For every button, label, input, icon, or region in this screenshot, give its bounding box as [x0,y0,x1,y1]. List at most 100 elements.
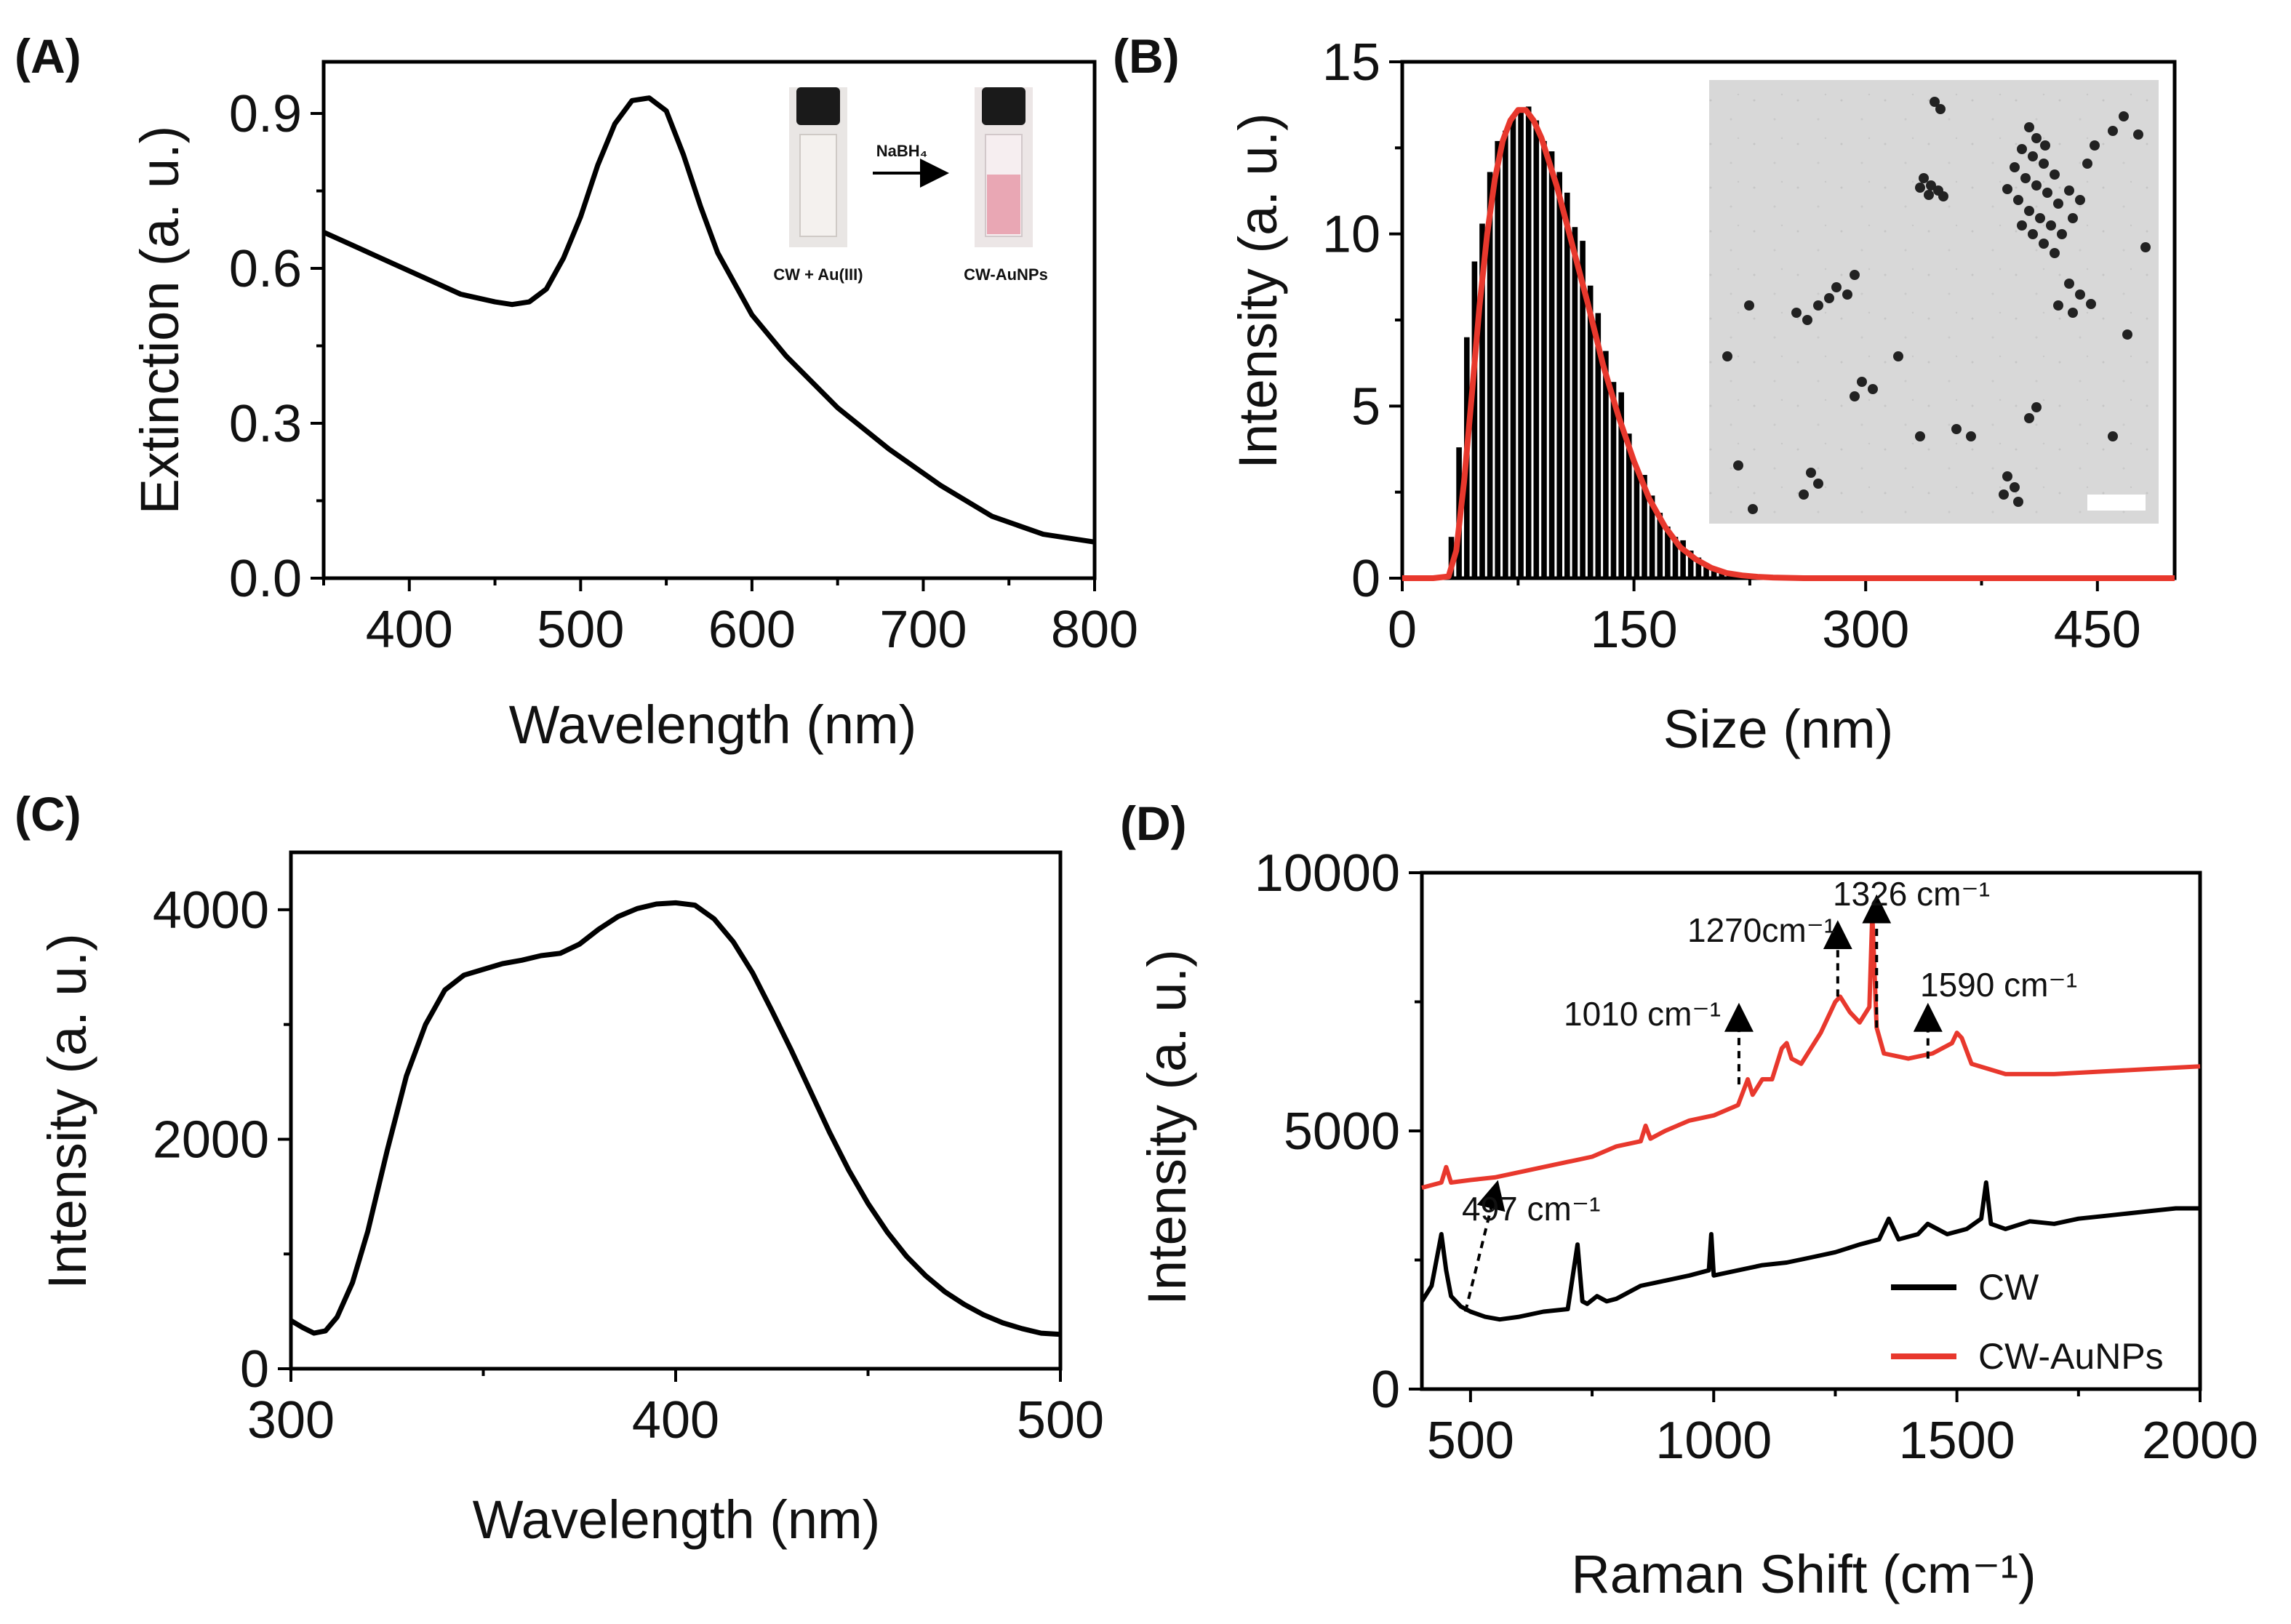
tem-nanoparticle [1842,289,1852,300]
panel-b-xlabel: Size (nm) [1663,699,1894,759]
annotation-label: 1270cm⁻¹ [1687,911,1835,949]
panel-a-ytick-label: 0.3 [229,395,302,453]
panel-c-xtick-label: 400 [632,1391,719,1449]
tem-nanoparticle [2108,431,2118,441]
panel-c-ytick-label: 2000 [153,1111,269,1169]
histogram-bar [1626,433,1632,578]
tem-nanoparticle [1806,468,1816,478]
tem-nanoparticle [2031,133,2042,143]
tem-nanoparticle [2140,242,2151,252]
panel-b-xtick-label: 0 [1388,601,1417,659]
panel-c-xlabel: Wavelength (nm) [473,1489,881,1550]
tem-nanoparticle [1919,173,1929,183]
tem-nanoparticle [2057,229,2067,239]
panel-b-xtick-label: 450 [2054,601,2141,659]
panel-a-ytick-label: 0.6 [229,240,302,298]
tem-nanoparticle [1748,504,1758,514]
tem-nanoparticle [1857,377,1867,387]
panel-a-xlabel: Wavelength (nm) [509,695,917,755]
tem-nanoparticle [1813,479,1823,489]
tem-nanoparticle [2031,402,2042,412]
panel-d-xtick-label: 1500 [1899,1412,2015,1470]
panel-c: (C) 300 400 500 0 2000 4000 Wavelength (nm) I… [15,787,1104,1550]
tem-nanoparticle [2024,413,2034,423]
panel-b-ytick-label: 15 [1322,33,1380,92]
histogram-bar [1525,106,1532,578]
histogram-bar [1719,571,1724,578]
panel-a-plot-frame [321,60,1097,580]
tem-nanoparticle [1850,270,1860,280]
histogram-bar [1711,567,1717,578]
histogram-bar [1672,537,1679,578]
panel-c-plot: 300 400 500 0 2000 4000 [153,850,1104,1449]
annotation-label: 1590 cm⁻¹ [1920,966,2077,1004]
vial-before [789,87,847,247]
panel-b-xtick-label: 150 [1591,601,1678,659]
legend-label: CW-AuNPs [1978,1336,2164,1377]
tem-nanoparticle [2035,213,2045,223]
histogram-bar [1572,227,1578,578]
panel-a-xtick-label: 800 [1051,601,1138,659]
tem-nanoparticle [1893,351,1903,361]
tem-nanoparticle [2108,126,2118,136]
panel-a-xtick-label: 700 [879,601,967,659]
tem-nanoparticle [1722,351,1732,361]
annotation-label: 1326 cm⁻¹ [1833,875,1990,913]
tem-nanoparticle [2064,279,2074,289]
tem-nanoparticle [2002,471,2012,481]
tem-nanoparticle [1733,460,1743,471]
histogram-bar [1518,110,1524,579]
tem-nanoparticle [2053,199,2063,209]
tem-nanoparticle [1813,300,1823,311]
tem-nanoparticle [1924,190,1934,200]
tem-nanoparticle [2020,173,2031,183]
panel-b-label: (B) [1113,29,1180,83]
panel-b-ytick-label: 0 [1351,550,1380,608]
panel-a-inset: NaBH₄ CW + Au(III) CW-AuNPs [773,87,1048,284]
histogram-bar [1642,475,1647,578]
panel-d-ytick-label: 10000 [1255,844,1400,903]
histogram-bar [1556,172,1562,578]
histogram-bar [1564,192,1570,578]
panel-a: (A) 400 500 600 700 800 0.0 0.3 0.6 0.9 Waveleng… [15,29,1138,755]
panel-a-ytick-label: 0.9 [229,85,302,143]
tem-nanoparticle [2068,213,2078,223]
histogram-bar [1510,116,1516,578]
inset-right-label: CW-AuNPs [964,265,1048,284]
tem-nanoparticle [1868,384,1878,394]
histogram-bar [1495,140,1500,578]
tem-nanoparticle [2050,169,2060,180]
histogram-bar [1687,551,1694,578]
panel-d-plot: 500 1000 1500 2000 0 5000 10000 497 cm⁻¹ 1010 cm… [1255,844,2258,1470]
panel-a-series-line [322,95,1095,545]
panel-a-ylabel: Extinction (a. u.) [129,126,190,515]
tem-nanoparticle [1850,391,1860,401]
tem-nanoparticle [1802,315,1812,325]
tem-nanoparticle [2122,329,2132,340]
panel-c-series-line [289,900,1061,1337]
panel-d-xtick-label: 1000 [1655,1412,1772,1470]
panel-c-label: (C) [15,787,81,841]
vial-after [975,87,1033,247]
tem-nanoparticle [2082,159,2092,169]
panel-c-ylabel: Intensity (a. u.) [37,933,97,1289]
panel-b-ylabel: Intensity (a. u.) [1228,113,1288,468]
panel-d-xtick-label: 2000 [2142,1412,2258,1470]
panel-a-xtick-label: 600 [708,601,796,659]
tem-nanoparticle [2090,140,2100,151]
tem-nanoparticle [1999,489,2009,500]
panel-c-ytick-label: 4000 [153,881,269,940]
tem-nanoparticle [1935,104,1946,114]
histogram-bar [1657,513,1663,578]
histogram-bar [1479,223,1485,578]
tem-nanoparticle [2053,300,2063,311]
annotation-arrow [1463,1180,1506,1312]
annotation-label: 497 cm⁻¹ [1462,1190,1600,1228]
tem-inset-image [1709,80,2159,524]
panel-d-ytick-label: 5000 [1284,1103,1400,1161]
histogram-bar [1503,130,1508,578]
histogram-bar [1695,557,1702,578]
histogram-bar [1548,151,1555,579]
tem-nanoparticle [1915,431,1925,441]
